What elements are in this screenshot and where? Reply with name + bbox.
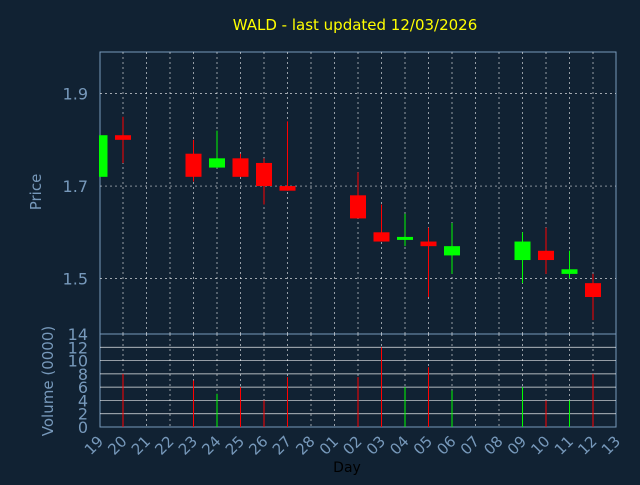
candle-body: [256, 162, 272, 187]
candle-body: [561, 269, 578, 274]
candle-body: [209, 158, 225, 168]
volume-tick-label: 12: [68, 338, 88, 357]
volume-tick-label: 8: [78, 365, 88, 384]
chart-title: WALD - last updated 12/03/2026: [233, 16, 478, 34]
candle-body: [514, 241, 531, 261]
volume-tick-label: 0: [78, 418, 88, 437]
price-axis-label: Price: [27, 174, 45, 211]
candle-body: [444, 246, 460, 256]
candle-body: [538, 250, 554, 261]
x-axis-label: Day: [333, 460, 361, 476]
plot-layer: 1920212223242526272801020304050607080910…: [63, 51, 624, 459]
price-tick-label: 1.5: [63, 270, 88, 289]
price-tick-label: 1.7: [63, 177, 88, 196]
candle-body: [350, 195, 366, 219]
candle-body: [585, 283, 601, 298]
volume-tick-label: 4: [78, 391, 88, 410]
volume-axis-label: Volume (0000): [39, 326, 57, 436]
candle-body: [397, 236, 413, 240]
price-tick-label: 1.9: [63, 85, 88, 104]
candle-body: [115, 135, 131, 140]
volume-tick-label: 6: [78, 378, 88, 397]
volume-tick-label: 2: [78, 405, 88, 424]
candle-body: [279, 186, 296, 191]
candle-body: [185, 153, 202, 177]
candle-body: [420, 241, 437, 247]
volume-tick-label: 14: [68, 325, 88, 344]
candle-body: [232, 158, 249, 177]
candle-body: [100, 135, 108, 177]
candle-body: [373, 232, 390, 242]
volume-tick-label: 10: [68, 352, 88, 371]
